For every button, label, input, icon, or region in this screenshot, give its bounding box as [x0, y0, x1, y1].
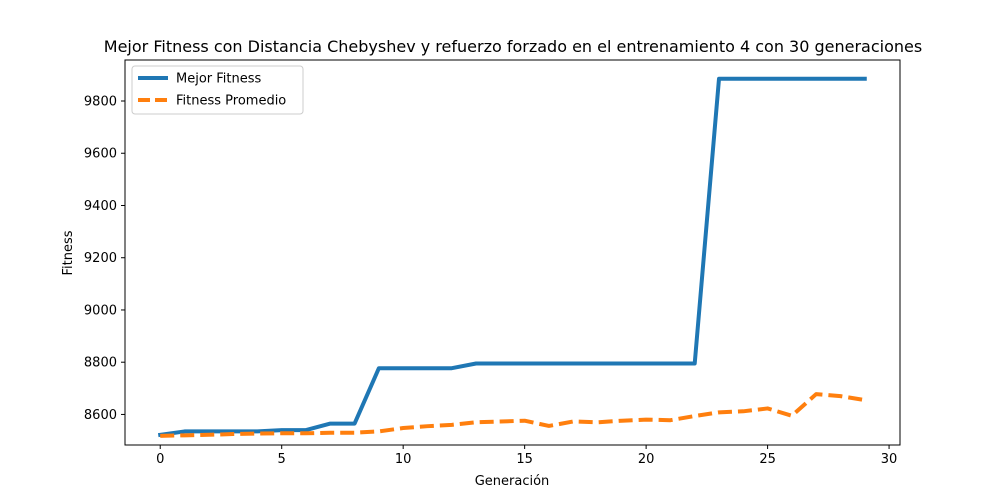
y-axis: 8600 8800 9000 9200 9400 9600 9800 [84, 95, 125, 423]
x-tick-label: 30 [881, 452, 898, 467]
legend-box [131, 65, 304, 115]
x-axis-label: Generación [475, 474, 550, 489]
y-axis-label: Fitness [61, 230, 76, 275]
series-line-1 [157, 76, 867, 438]
y-tick-label: 9200 [84, 251, 117, 266]
y-tick-label: 9000 [84, 303, 117, 318]
x-tick-label: 25 [759, 452, 776, 467]
plot-area [157, 76, 867, 438]
x-tick-label: 10 [395, 452, 412, 467]
x-tick-label: 20 [638, 452, 655, 467]
legend-label: Mejor Fitness [176, 72, 262, 87]
chart-title: Mejor Fitness con Distancia Chebyshev y … [104, 37, 922, 56]
series-line-2 [160, 392, 866, 438]
legend-label: Fitness Promedio [176, 94, 286, 109]
x-tick-label: 15 [516, 452, 533, 467]
y-tick-label: 9600 [84, 147, 117, 162]
y-tick-label: 8800 [84, 356, 117, 371]
plot-frame [124, 59, 901, 446]
x-axis: 0 5 10 15 20 25 30 [156, 445, 897, 467]
y-tick-label: 9800 [84, 95, 117, 110]
x-tick-label: 0 [156, 452, 164, 467]
legend: Mejor Fitness Fitness Promedio [131, 65, 304, 115]
x-tick-label: 5 [278, 452, 286, 467]
y-tick-label: 9400 [84, 199, 117, 214]
y-tick-label: 8600 [84, 408, 117, 423]
